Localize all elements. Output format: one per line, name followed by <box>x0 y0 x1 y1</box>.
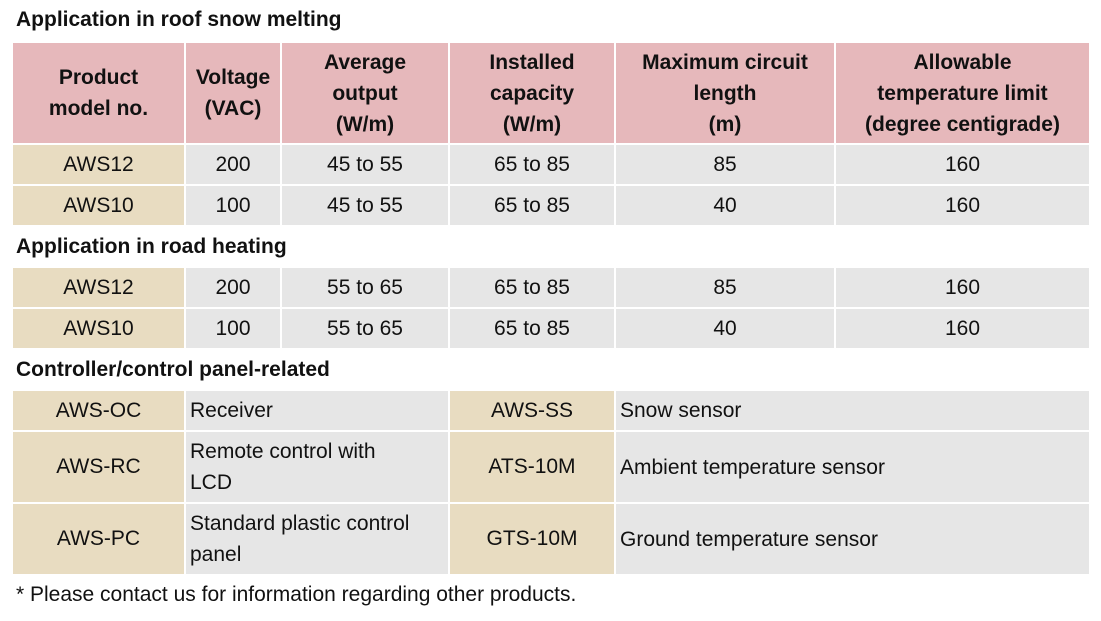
model-cell: AWS-SS <box>448 389 616 432</box>
controller-table: AWS-OC Receiver AWS-SS Snow sensor AWS-R… <box>11 389 1091 576</box>
header-installed-capacity: Installed capacity (W/m) <box>448 41 616 145</box>
roof-section-title: Application in roof snow melting <box>16 8 342 31</box>
model-cell: AWS10 <box>11 184 186 227</box>
model-cell: GTS-10M <box>448 502 616 576</box>
average-output-cell: 55 to 65 <box>280 266 450 309</box>
header-max-circuit-length: Maximum circuit length (m) <box>614 41 836 145</box>
roof-header-row: Product model no. Voltage (VAC) Average out… <box>11 41 1091 145</box>
voltage-cell: 200 <box>184 143 282 186</box>
average-output-cell: 45 to 55 <box>280 184 450 227</box>
model-cell: AWS-OC <box>11 389 186 432</box>
voltage-cell: 200 <box>184 266 282 309</box>
table-row: AWS12 200 55 to 65 65 to 85 85 160 <box>11 266 1091 309</box>
installed-capacity-cell: 65 to 85 <box>448 184 616 227</box>
model-cell: AWS-RC <box>11 430 186 504</box>
installed-capacity-cell: 65 to 85 <box>448 143 616 186</box>
average-output-cell: 45 to 55 <box>280 143 450 186</box>
header-temperature-limit: Allowable temperature limit (degree centig… <box>834 41 1091 145</box>
roof-spec-table: Product model no. Voltage (VAC) Average out… <box>11 41 1091 227</box>
table-row: AWS-OC Receiver AWS-SS Snow sensor <box>11 389 1091 432</box>
description-cell: Ambient temperature sensor <box>614 430 1091 504</box>
table-row: AWS-PC Standard plastic control panel GTS… <box>11 502 1091 576</box>
installed-capacity-cell: 65 to 85 <box>448 307 616 350</box>
max-length-cell: 85 <box>614 143 836 186</box>
model-cell: ATS-10M <box>448 430 616 504</box>
table-row: AWS-RC Remote control with LCD ATS-10M Am… <box>11 430 1091 504</box>
temperature-limit-cell: 160 <box>834 143 1091 186</box>
model-cell: AWS10 <box>11 307 186 350</box>
road-spec-table: AWS12 200 55 to 65 65 to 85 85 160 AWS10… <box>11 266 1091 350</box>
model-cell: AWS12 <box>11 266 186 309</box>
voltage-cell: 100 <box>184 307 282 350</box>
description-cell: Remote control with LCD <box>184 430 450 504</box>
max-length-cell: 40 <box>614 307 836 350</box>
description-cell: Receiver <box>184 389 450 432</box>
header-voltage: Voltage (VAC) <box>184 41 282 145</box>
table-row: AWS10 100 55 to 65 65 to 85 40 160 <box>11 307 1091 350</box>
average-output-cell: 55 to 65 <box>280 307 450 350</box>
header-average-output: Average output (W/m) <box>280 41 450 145</box>
table-row: AWS12 200 45 to 55 65 to 85 85 160 <box>11 143 1091 186</box>
footnote: * Please contact us for information rega… <box>16 583 577 606</box>
max-length-cell: 40 <box>614 184 836 227</box>
description-cell: Snow sensor <box>614 389 1091 432</box>
temperature-limit-cell: 160 <box>834 266 1091 309</box>
table-row: AWS10 100 45 to 55 65 to 85 40 160 <box>11 184 1091 227</box>
description-cell: Ground temperature sensor <box>614 502 1091 576</box>
controller-section-title: Controller/control panel-related <box>16 358 330 381</box>
description-cell: Standard plastic control panel <box>184 502 450 576</box>
header-product-model: Product model no. <box>11 41 186 145</box>
model-cell: AWS12 <box>11 143 186 186</box>
installed-capacity-cell: 65 to 85 <box>448 266 616 309</box>
temperature-limit-cell: 160 <box>834 307 1091 350</box>
road-section-title: Application in road heating <box>16 235 287 258</box>
voltage-cell: 100 <box>184 184 282 227</box>
temperature-limit-cell: 160 <box>834 184 1091 227</box>
model-cell: AWS-PC <box>11 502 186 576</box>
max-length-cell: 85 <box>614 266 836 309</box>
